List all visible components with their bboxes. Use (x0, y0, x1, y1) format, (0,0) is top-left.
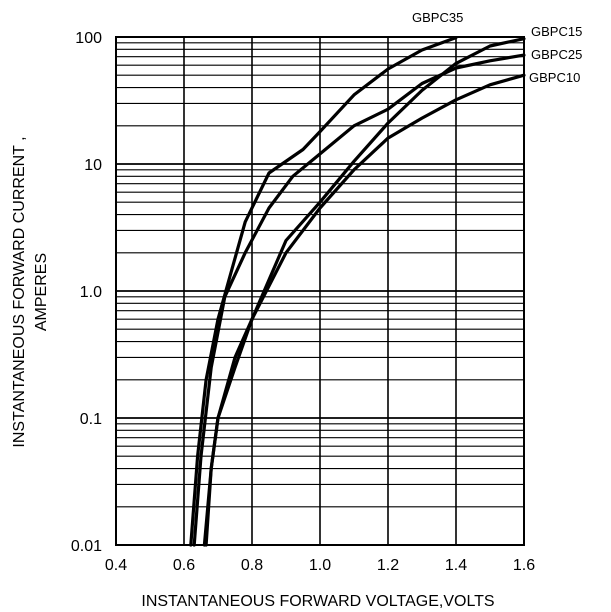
x-tick-labels: 0.4 0.6 0.8 1.0 1.2 1.4 1.6 (105, 557, 535, 574)
series-line-gbpc35 (189, 36, 458, 547)
plot-frame (115, 36, 525, 546)
series-layer (189, 36, 526, 547)
x-tick-label: 1.4 (445, 557, 467, 574)
series-label-gbpc10: GBPC10 (529, 70, 580, 85)
series-labels: GBPC35 GBPC15 GBPC25 GBPC10 (412, 10, 582, 85)
series-label-gbpc35: GBPC35 (412, 10, 463, 25)
y-tick-label: 0.01 (71, 538, 102, 555)
y-tick-label: 100 (75, 30, 102, 47)
y-tick-label: 0.1 (80, 411, 102, 428)
x-tick-label: 1.0 (309, 557, 331, 574)
y-tick-label: 10 (84, 157, 102, 174)
series-label-gbpc25: GBPC25 (531, 47, 582, 62)
grid (115, 36, 525, 546)
x-tick-label: 1.2 (377, 557, 399, 574)
y-tick-label: 1.0 (80, 284, 102, 301)
y-axis-label-line2: AMPERES (33, 253, 50, 331)
x-tick-label: 1.6 (513, 557, 535, 574)
series-label-gbpc15: GBPC15 (531, 24, 582, 39)
series-line-gbpc25 (192, 53, 526, 547)
y-axis-label-line1: INSTANTANEOUS FORWARD CURRENT , (11, 136, 28, 447)
y-tick-labels: 0.01 0.1 1.0 10 100 (71, 30, 102, 555)
x-tick-label: 0.4 (105, 557, 127, 574)
x-axis-label: INSTANTANEOUS FORWARD VOLTAGE,VOLTS (141, 593, 494, 610)
x-tick-label: 0.6 (173, 557, 195, 574)
series-line-gbpc10 (204, 73, 526, 547)
x-tick-label: 0.8 (241, 557, 263, 574)
